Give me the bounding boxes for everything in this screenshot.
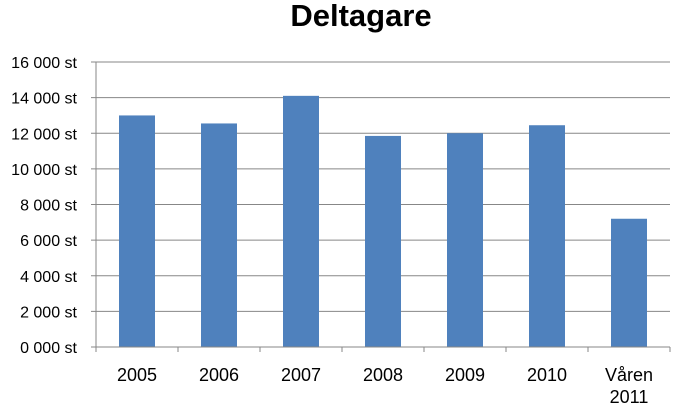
bar xyxy=(447,133,483,347)
x-axis-labels: 2005 2006 2007 2008 2009 2010 Våren 2011 xyxy=(95,347,671,405)
y-axis-ticks: 0 000 st 2 000 st 4 000 st 6 000 st 8 000 st… xyxy=(11,55,96,357)
y-tick-label: 4 000 st xyxy=(20,269,77,286)
x-tick-label: 2009 xyxy=(445,365,485,385)
y-tick-label: 10 000 st xyxy=(11,162,77,179)
x-tick-label-line: 2010 xyxy=(527,365,567,385)
x-tick-label: 2006 xyxy=(199,365,239,385)
y-tick-label: 6 000 st xyxy=(20,233,77,250)
bar xyxy=(119,115,155,347)
x-tick-label: Våren 2011 xyxy=(605,365,653,405)
y-tick-label: 16 000 st xyxy=(11,55,77,72)
bars xyxy=(119,95,647,347)
x-tick-label: 2008 xyxy=(363,365,403,385)
x-tick-label-line: Våren xyxy=(605,365,653,385)
y-tick-label: 8 000 st xyxy=(20,198,77,215)
y-tick-label: 14 000 st xyxy=(11,91,77,108)
x-tick-label-line: 2011 xyxy=(610,387,649,405)
x-tick-label: 2007 xyxy=(281,365,321,385)
bar xyxy=(365,135,401,347)
x-tick-label-line: 2008 xyxy=(363,365,403,385)
x-tick-label-line: 2005 xyxy=(117,365,157,385)
y-tick-label: 2 000 st xyxy=(20,304,77,321)
x-tick-label: 2010 xyxy=(527,365,567,385)
y-tick-label: 12 000 st xyxy=(11,126,77,143)
y-tick-label: 0 000 st xyxy=(20,340,77,357)
x-tick-label-line: 2007 xyxy=(281,365,321,385)
bar xyxy=(283,95,319,347)
x-tick-label-line: 2009 xyxy=(445,365,485,385)
bar xyxy=(201,123,237,347)
bar xyxy=(611,218,647,347)
chart-title: Deltagare xyxy=(290,0,431,33)
x-tick-label: 2005 xyxy=(117,365,157,385)
x-tick-label-line: 2006 xyxy=(199,365,239,385)
bar xyxy=(529,125,565,347)
